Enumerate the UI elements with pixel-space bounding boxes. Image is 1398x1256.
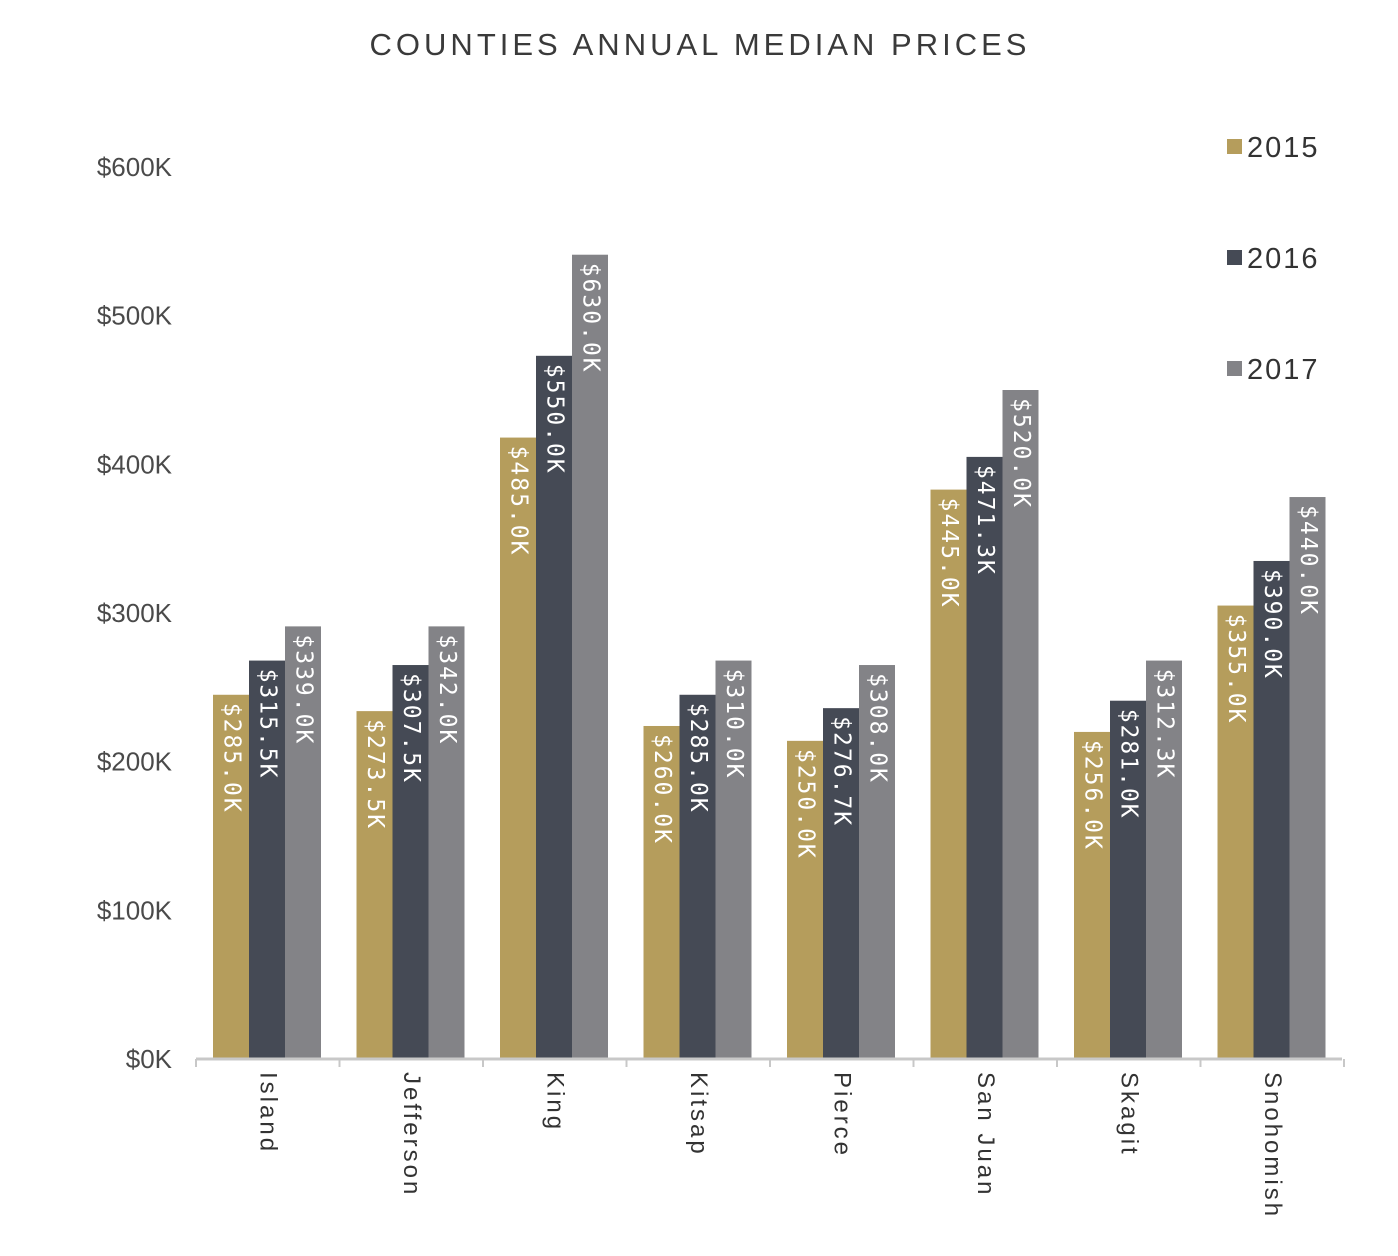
bar-data-label: $307.5K: [398, 673, 424, 784]
bar-2016-king: [536, 355, 572, 1060]
bar-data-label: $390.0K: [1259, 569, 1285, 680]
bar-2017-snohomish: [1289, 497, 1326, 1059]
x-axis: Island Jefferson King Kitsap Pierce San Juan S…: [195, 1057, 1345, 1219]
y-tick-label: $100K: [97, 895, 173, 925]
bar-data-label: $485.0K: [506, 446, 532, 557]
bar-2017-jefferson: [428, 626, 465, 1059]
x-tick-label: Skagit: [1116, 1072, 1143, 1157]
x-tick-label: King: [542, 1072, 569, 1132]
bar-2016-pierce: [823, 708, 859, 1059]
chart-title: COUNTIES ANNUAL MEDIAN PRICES: [370, 27, 1031, 62]
bar-2016-snohomish: [1253, 560, 1290, 1059]
bar-data-label: $285.0K: [685, 703, 711, 814]
y-axis: $0K $100K $200K $300K $400K $500K $600K: [97, 152, 173, 1074]
legend-label: 2017: [1247, 354, 1320, 386]
bar-data-label: $440.0K: [1295, 505, 1321, 616]
legend-label: 2015: [1247, 132, 1320, 164]
bar-data-label: $550.0K: [542, 364, 568, 475]
bars-layer: $285.0K $315.5K $339.0K $273.5K $307.5K $342.…: [213, 254, 1326, 1060]
bar-2015-jefferson: [356, 711, 393, 1059]
x-tick-label: Island: [255, 1072, 282, 1154]
bar-2016-jefferson: [392, 665, 429, 1059]
bar-data-label: $312.3K: [1152, 669, 1178, 780]
x-tick-label: Snohomish: [1259, 1072, 1286, 1219]
legend-label: 2016: [1247, 243, 1320, 275]
bar-data-label: $445.0K: [936, 498, 962, 609]
bar-data-label: $339.0K: [291, 634, 317, 745]
bar-data-label: $285.0K: [219, 703, 245, 814]
bar-2017-san-juan: [1002, 390, 1039, 1059]
bar-2017-kitsap: [715, 660, 752, 1059]
bar-2015-pierce: [787, 740, 823, 1059]
y-tick-label: $200K: [97, 747, 173, 777]
x-tick-label: Jefferson: [398, 1072, 425, 1197]
y-tick-label: $500K: [97, 301, 173, 331]
bar-2017-king: [572, 254, 608, 1060]
y-tick-label: $400K: [97, 449, 173, 479]
legend-swatch: [1227, 361, 1242, 376]
bar-data-label: $260.0K: [649, 734, 675, 845]
bar-data-label: $281.0K: [1116, 709, 1142, 820]
bar-2015-snohomish: [1217, 605, 1254, 1059]
bar-2016-skagit: [1110, 700, 1146, 1059]
bar-2016-san-juan: [966, 456, 1003, 1059]
bar-data-label: $342.0K: [434, 634, 460, 745]
y-tick-label: $0K: [126, 1044, 173, 1074]
bar-2016-kitsap: [679, 694, 716, 1059]
bar-data-label: $256.0K: [1080, 740, 1106, 851]
bar-data-label: $273.5K: [362, 719, 388, 830]
bar-2015-san-juan: [930, 489, 967, 1059]
bar-data-label: $471.3K: [972, 465, 998, 576]
bar-2015-king: [500, 437, 536, 1059]
bar-data-label: $315.5K: [255, 669, 281, 780]
bar-data-label: $250.0K: [793, 749, 819, 860]
bar-2017-pierce: [859, 665, 895, 1059]
bar-2015-island: [213, 694, 249, 1059]
bar-data-label: $355.0K: [1223, 614, 1249, 725]
bar-2017-skagit: [1146, 660, 1182, 1059]
bar-data-label: $308.0K: [865, 673, 891, 784]
y-tick-label: $300K: [97, 598, 173, 628]
legend-swatch: [1227, 139, 1242, 154]
bar-2017-island: [285, 626, 321, 1059]
bar-data-label: $310.0K: [721, 669, 747, 780]
bar-2015-kitsap: [643, 725, 680, 1059]
bar-data-label: $520.0K: [1008, 398, 1034, 509]
bar-data-label: $276.7K: [829, 716, 855, 827]
bar-data-label: $630.0K: [578, 263, 604, 374]
x-tick-label: Pierce: [829, 1072, 856, 1158]
x-tick-label: Kitsap: [685, 1072, 712, 1157]
legend-swatch: [1227, 250, 1242, 265]
y-tick-label: $600K: [97, 152, 173, 182]
bar-2015-skagit: [1074, 731, 1110, 1059]
bar-2016-island: [249, 660, 285, 1059]
x-tick-label: San Juan: [972, 1072, 999, 1197]
legend: 2015 2016 2017: [1227, 132, 1320, 386]
